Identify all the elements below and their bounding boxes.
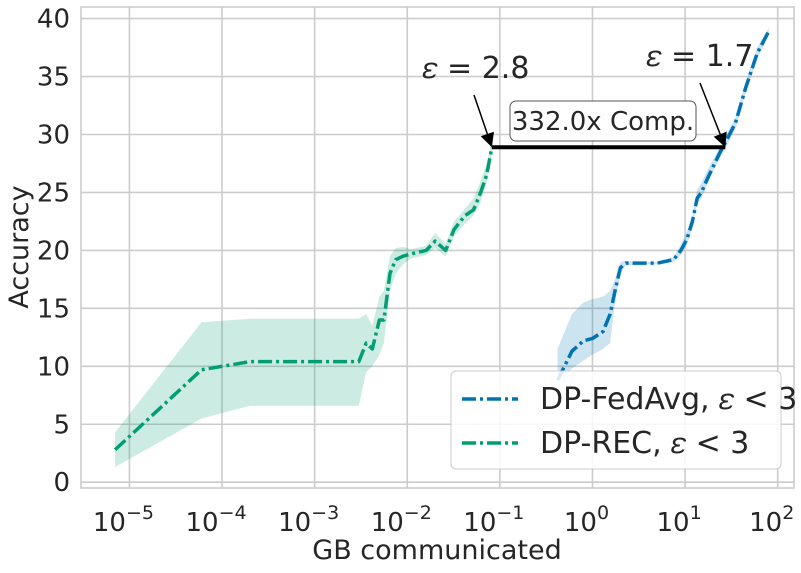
annotation-arrow-shaft: [699, 82, 721, 135]
legend-frame: [450, 370, 782, 470]
y-tick-label: 20: [37, 236, 70, 266]
x-tick-base: 10: [93, 508, 126, 538]
y-tick-label: 35: [37, 63, 70, 93]
x-tick-label: 10−3: [278, 502, 339, 538]
y-tick-label: 5: [53, 410, 70, 440]
plot-frame: [80, 6, 795, 489]
annotation-arrow-head: [480, 131, 494, 148]
x-tick-base: 10: [564, 508, 597, 538]
y-tick-label: 0: [53, 468, 70, 498]
epsilon-annotation: 𝜀 = 1.7: [647, 39, 754, 74]
comparison-label-box: [509, 100, 697, 142]
y-tick-label: 40: [37, 5, 70, 35]
x-tick-exponent: 0: [597, 502, 609, 524]
legend: DP-FedAvg, 𝜀 < 3 DP-REC, 𝜀 < 3: [450, 370, 797, 470]
x-tick-base: 10: [656, 508, 689, 538]
y-axis-ticks: 0 5 10 15 20 25 30 35 40: [37, 5, 70, 499]
x-tick-label: 100: [564, 502, 609, 538]
epsilon-annotation: 𝜀 = 2.8: [423, 51, 530, 86]
series-line-0: [556, 30, 771, 381]
x-tick-exponent: −1: [496, 502, 524, 524]
x-tick-label: 10−5: [93, 502, 154, 538]
x-tick-exponent: −2: [404, 502, 432, 524]
x-tick-base: 10: [749, 508, 782, 538]
x-tick-label: 10−1: [463, 502, 524, 538]
x-tick-exponent: −5: [126, 502, 154, 524]
legend-label: DP-FedAvg, 𝜀 < 3: [540, 382, 797, 417]
x-tick-base: 10: [463, 508, 496, 538]
y-tick-label: 25: [37, 178, 70, 208]
x-tick-label: 10−2: [371, 502, 432, 538]
annotation-arrow-head: [713, 131, 727, 148]
legend-label: DP-REC, 𝜀 < 3: [540, 426, 749, 461]
x-tick-exponent: −3: [311, 502, 339, 524]
x-tick-label: 10−4: [185, 502, 246, 538]
x-tick-base: 10: [185, 508, 218, 538]
y-tick-label: 10: [37, 352, 70, 382]
confidence-band-series-0: [557, 27, 769, 381]
series-lines: [113, 30, 771, 452]
annotations: 𝜀 = 2.8 𝜀 = 1.7 332.0x Comp.: [423, 39, 754, 150]
annotation-arrow-shaft: [473, 94, 489, 135]
confidence-bands: [115, 27, 769, 468]
x-tick-label: 102: [749, 502, 794, 538]
x-tick-base: 10: [278, 508, 311, 538]
x-tick-exponent: 1: [690, 502, 702, 524]
x-tick-exponent: −4: [219, 502, 247, 524]
x-tick-label: 101: [656, 502, 701, 538]
y-tick-label: 15: [37, 294, 70, 324]
y-tick-label: 30: [37, 120, 70, 150]
series-line-1: [113, 146, 494, 452]
x-axis-label: GB communicated: [312, 535, 561, 566]
y-axis-label: Accuracy: [4, 185, 35, 308]
x-tick-exponent: 2: [782, 502, 794, 524]
x-axis-ticks: 10−5 10−4 10−3 10−2 10−1 100 101 102: [93, 502, 794, 538]
confidence-band-series-1: [115, 141, 492, 468]
comparison-label: 332.0x Comp.: [512, 107, 694, 137]
x-tick-base: 10: [371, 508, 404, 538]
